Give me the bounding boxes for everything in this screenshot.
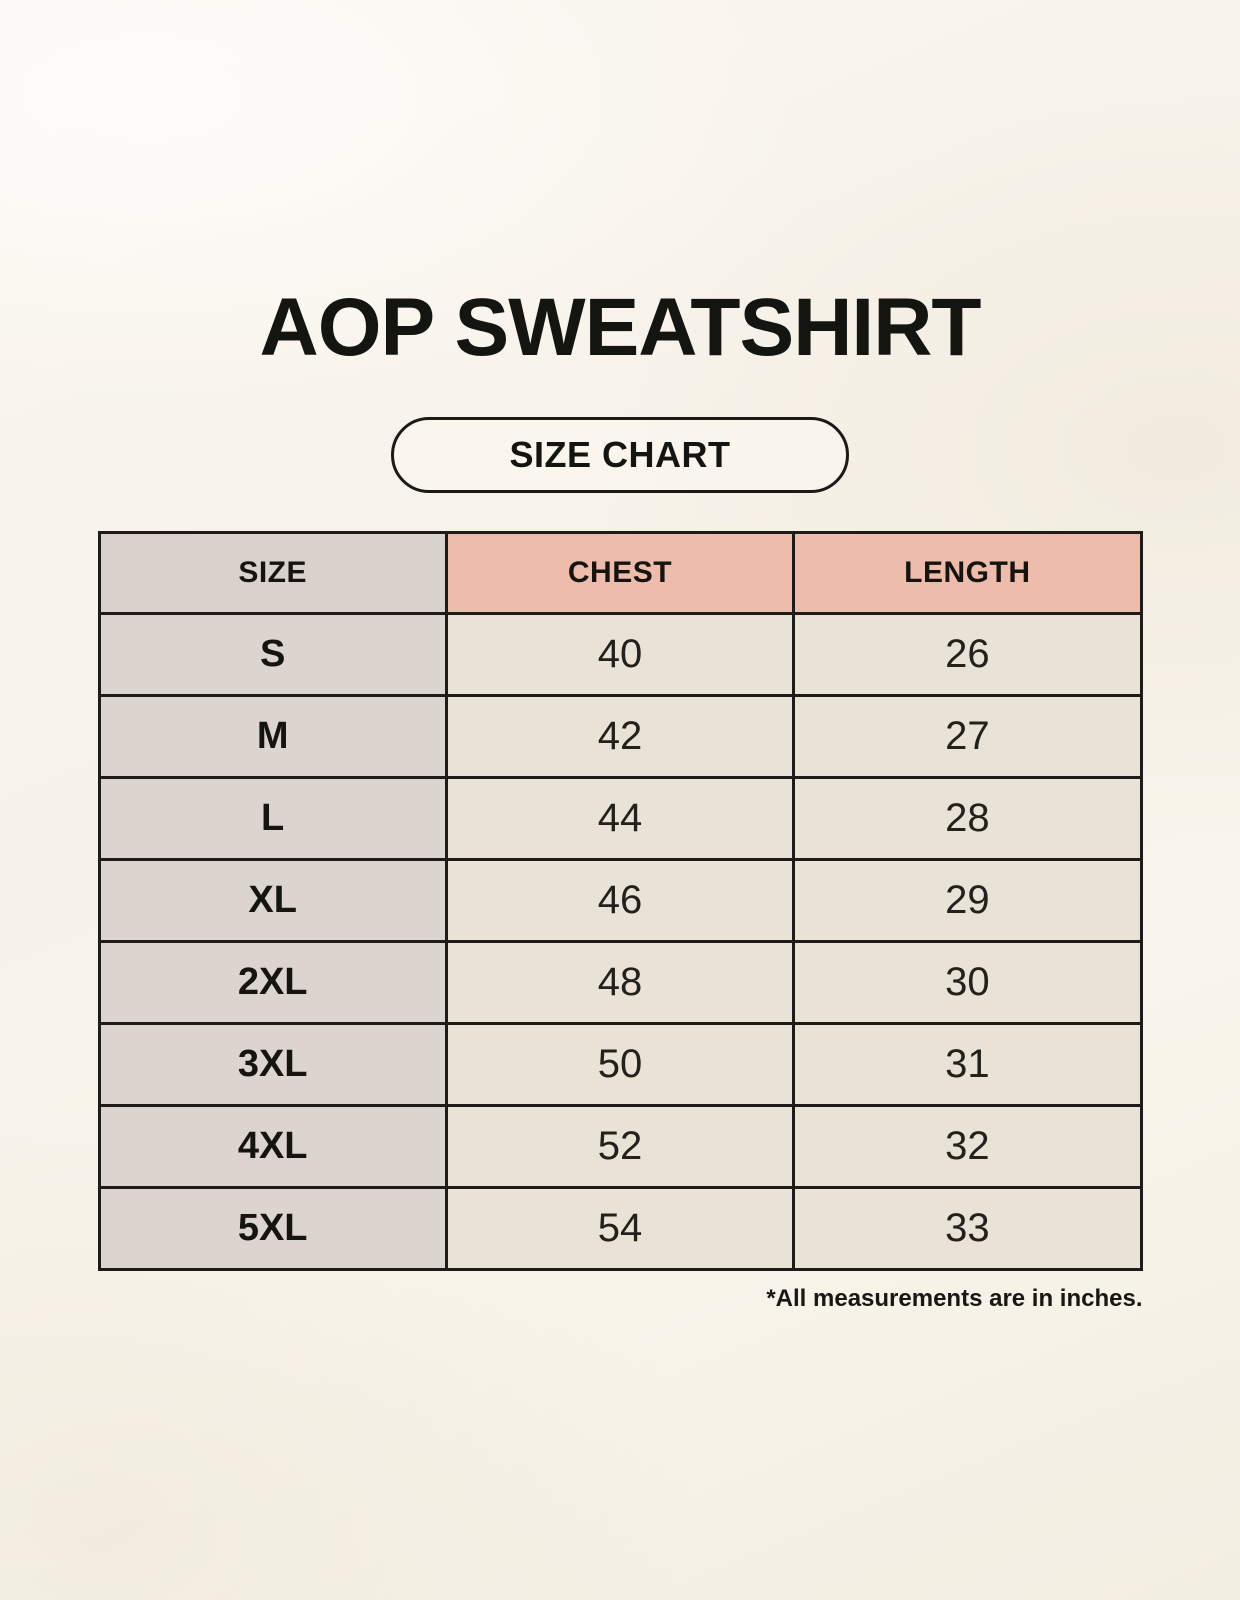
- table-row: M 42 27: [97, 694, 1143, 780]
- length-value: 33: [792, 1186, 1143, 1272]
- table-body: S 40 26 M 42 27 L 44 28 XL 46 29 2XL 48: [97, 612, 1143, 1272]
- chest-value: 46: [444, 858, 796, 944]
- size-label: M: [97, 694, 448, 780]
- size-label: 4XL: [97, 1104, 448, 1190]
- table-header: SIZE CHEST LENGTH: [97, 531, 1143, 616]
- size-label: XL: [97, 858, 448, 944]
- length-value: 29: [792, 858, 1143, 944]
- size-label: 2XL: [97, 940, 448, 1026]
- header-chest: CHEST: [444, 531, 796, 616]
- chest-value: 48: [444, 940, 796, 1026]
- table-row: 2XL 48 30: [97, 940, 1143, 1026]
- size-label: 5XL: [97, 1186, 448, 1272]
- table-row: 5XL 54 33: [97, 1186, 1143, 1272]
- size-chart-badge: SIZE CHART: [391, 417, 849, 494]
- table-row: L 44 28: [97, 776, 1143, 862]
- length-value: 31: [792, 1022, 1143, 1108]
- chest-value: 40: [444, 612, 796, 698]
- chest-value: 44: [444, 776, 796, 862]
- header-size: SIZE: [97, 531, 448, 616]
- chest-value: 54: [444, 1186, 796, 1272]
- size-chart-badge-label: SIZE CHART: [509, 434, 731, 476]
- size-label: S: [97, 612, 448, 698]
- size-label: 3XL: [97, 1022, 448, 1108]
- header-length: LENGTH: [792, 531, 1143, 616]
- length-value: 27: [792, 694, 1143, 780]
- length-value: 32: [792, 1104, 1143, 1190]
- size-chart-table: SIZE CHEST LENGTH S 40 26 M 42 27 L 44 2…: [97, 531, 1143, 1272]
- table-row: S 40 26: [97, 612, 1143, 698]
- chest-value: 42: [444, 694, 796, 780]
- table-row: 3XL 50 31: [97, 1022, 1143, 1108]
- page-title: AOP SWEATSHIRT: [259, 282, 982, 373]
- length-value: 30: [792, 940, 1143, 1026]
- length-value: 26: [792, 612, 1143, 698]
- chest-value: 50: [444, 1022, 796, 1108]
- table-row: 4XL 52 32: [97, 1104, 1143, 1190]
- header-row: SIZE CHEST LENGTH: [97, 531, 1143, 616]
- chest-value: 52: [444, 1104, 796, 1190]
- size-label: L: [97, 776, 448, 862]
- length-value: 28: [792, 776, 1143, 862]
- table-row: XL 46 29: [97, 858, 1143, 944]
- measurements-footnote: *All measurements are in inches.: [766, 1285, 1143, 1313]
